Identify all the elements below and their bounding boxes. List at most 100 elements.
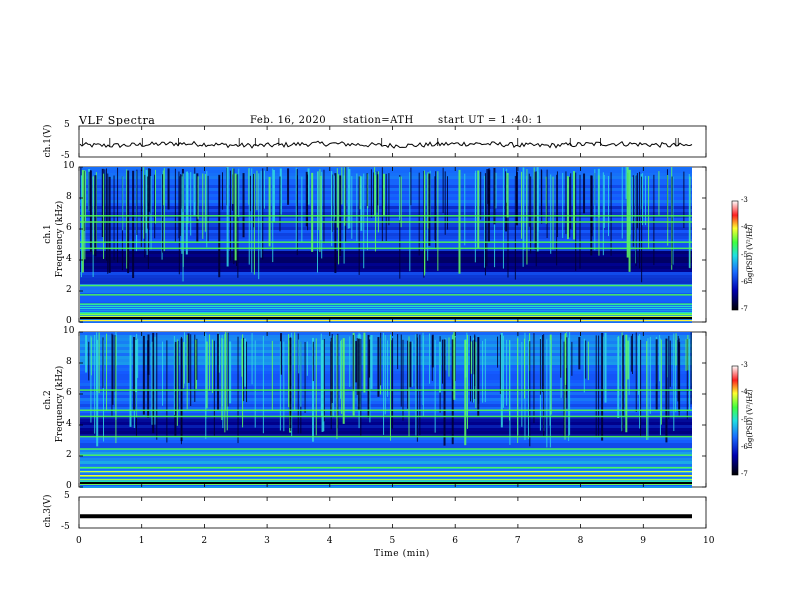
- sferic-streak: [98, 332, 100, 394]
- sferic-streak: [254, 340, 256, 428]
- sferic-streak: [539, 338, 541, 395]
- sferic-streak: [150, 168, 152, 214]
- spectrogram-row: [80, 434, 692, 437]
- sferic-streak: [639, 171, 641, 269]
- spectrogram-row: [80, 401, 692, 404]
- x-axis-label: Time (min): [374, 549, 430, 559]
- sferic-streak: [218, 176, 220, 208]
- sferic-streak: [446, 176, 448, 230]
- x-tick-label: 4: [326, 536, 333, 546]
- spectrogram-row: [80, 296, 692, 299]
- spectrogram-row: [80, 407, 692, 410]
- ch3-waveform-frame: [78, 496, 707, 529]
- sferic-streak: [374, 175, 376, 252]
- sferic-streak: [370, 335, 373, 389]
- sferic-streak: [107, 173, 109, 274]
- ch1-waveform-ylabel: ch.1(V): [43, 124, 53, 158]
- sferic-streak: [648, 175, 650, 250]
- sferic-streak: [474, 335, 476, 387]
- colorbar-tick-label: -5: [741, 250, 748, 259]
- low-freq-row: [80, 308, 692, 310]
- sferic-streak: [688, 174, 690, 268]
- spectrogram-row: [80, 377, 692, 380]
- sferic-streak: [438, 341, 441, 393]
- frequency-band: [80, 247, 692, 250]
- sferic-streak: [337, 333, 339, 429]
- sferic-streak: [241, 338, 243, 377]
- sferic-streak: [556, 174, 558, 266]
- sferic-streak: [345, 167, 347, 243]
- frequency-band: [80, 466, 692, 469]
- spectrogram-row: [80, 344, 692, 347]
- sferic-streak: [373, 172, 375, 215]
- sferic-streak: [497, 336, 499, 368]
- sferic-streak: [211, 339, 213, 393]
- frequency-band: [80, 312, 692, 315]
- sferic-streak: [304, 341, 306, 413]
- sferic-streak: [542, 334, 544, 392]
- sferic-streak: [672, 176, 674, 265]
- sferic-streak: [307, 168, 310, 205]
- sferic-streak: [190, 334, 192, 407]
- sferic-streak: [154, 174, 156, 239]
- sferic-streak: [530, 176, 532, 254]
- spectrogram-row: [80, 398, 692, 401]
- sferic-streak: [272, 169, 275, 223]
- sferic-streak: [367, 334, 370, 418]
- sferic-streak: [370, 169, 372, 218]
- frequency-band: [80, 409, 692, 411]
- sferic-streak: [88, 341, 90, 381]
- sferic-streak: [369, 339, 371, 378]
- sferic-streak: [453, 332, 456, 400]
- sferic-streak: [113, 175, 115, 261]
- sferic-streak: [323, 339, 325, 432]
- x-tick-label: 1: [138, 536, 145, 546]
- sferic-streak: [279, 341, 281, 431]
- sferic-streak: [622, 335, 624, 433]
- sferic-streak: [687, 335, 689, 371]
- sferic-streak: [411, 341, 413, 387]
- low-freq-row: [80, 304, 692, 306]
- sferic-streak: [464, 340, 467, 446]
- sferic-streak: [381, 167, 383, 242]
- sferic-streak: [685, 339, 687, 371]
- sferic-streak: [521, 171, 523, 239]
- sferic-streak: [655, 339, 658, 410]
- sferic-streak: [193, 173, 196, 217]
- sferic-streak: [294, 332, 296, 411]
- sferic-streak: [242, 334, 244, 428]
- spectrogram-row: [80, 368, 692, 371]
- sferic-streak: [392, 338, 394, 430]
- sferic-streak: [147, 340, 150, 418]
- sferic-streak: [260, 170, 262, 258]
- sferic-streak: [423, 170, 425, 278]
- sferic-streak: [163, 168, 165, 252]
- sferic-streak: [506, 173, 509, 218]
- spectrogram-row: [80, 410, 692, 413]
- sferic-streak: [176, 339, 178, 426]
- sferic-streak: [472, 337, 474, 403]
- sferic-streak: [631, 176, 633, 224]
- sferic-streak: [621, 167, 623, 239]
- sferic-streak: [256, 170, 258, 211]
- sferic-streak: [500, 332, 503, 428]
- sferic-streak: [341, 339, 343, 414]
- sferic-streak: [540, 169, 542, 216]
- spectrogram-row: [80, 422, 692, 425]
- sferic-streak: [106, 333, 108, 411]
- ch1-spectrogram: [80, 167, 705, 323]
- spectrogram-row: [80, 449, 692, 452]
- sferic-streak: [389, 334, 391, 441]
- sferic-streak: [196, 338, 198, 380]
- x-tick-label: 2: [201, 536, 208, 546]
- spectrogram-row: [80, 245, 692, 248]
- sferic-streak: [244, 338, 247, 387]
- sferic-streak: [136, 169, 138, 235]
- sferic-streak: [419, 334, 421, 436]
- sferic-streak: [114, 335, 116, 392]
- sferic-streak: [537, 171, 539, 232]
- sferic-streak: [418, 172, 420, 256]
- time-axis-ticks: [78, 126, 707, 528]
- sferic-streak: [690, 332, 692, 405]
- frequency-band: [80, 284, 692, 287]
